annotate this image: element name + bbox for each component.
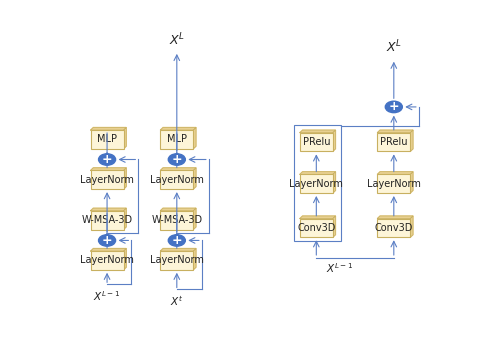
Circle shape	[168, 154, 186, 165]
Polygon shape	[90, 248, 126, 251]
Polygon shape	[333, 172, 336, 193]
Text: LayerNorm: LayerNorm	[150, 175, 204, 185]
Text: LayerNorm: LayerNorm	[80, 175, 134, 185]
Polygon shape	[378, 172, 413, 174]
Polygon shape	[160, 168, 196, 170]
Text: $X^t$: $X^t$	[170, 294, 183, 308]
Polygon shape	[90, 208, 126, 211]
Text: PRelu: PRelu	[302, 137, 330, 147]
Text: $X^L$: $X^L$	[168, 31, 185, 48]
FancyBboxPatch shape	[160, 170, 194, 189]
FancyBboxPatch shape	[90, 211, 124, 230]
Text: PRelu: PRelu	[380, 137, 407, 147]
Text: LayerNorm: LayerNorm	[367, 179, 421, 189]
Polygon shape	[410, 216, 413, 237]
Polygon shape	[333, 130, 336, 151]
Polygon shape	[194, 248, 196, 270]
Text: MLP: MLP	[167, 135, 187, 144]
Text: Conv3D: Conv3D	[297, 223, 336, 233]
Text: +: +	[102, 153, 113, 166]
FancyBboxPatch shape	[90, 130, 124, 149]
FancyBboxPatch shape	[90, 251, 124, 270]
Polygon shape	[300, 130, 336, 133]
FancyBboxPatch shape	[300, 219, 333, 237]
FancyBboxPatch shape	[378, 133, 410, 151]
Text: +: +	[388, 100, 399, 114]
FancyBboxPatch shape	[300, 174, 333, 193]
Polygon shape	[124, 127, 126, 149]
Polygon shape	[194, 208, 196, 230]
Circle shape	[168, 235, 186, 246]
Text: $X^{L-1}$: $X^{L-1}$	[326, 261, 353, 275]
FancyBboxPatch shape	[160, 130, 194, 149]
Circle shape	[386, 101, 402, 113]
Polygon shape	[378, 216, 413, 219]
Text: +: +	[102, 234, 113, 247]
Circle shape	[98, 235, 116, 246]
Polygon shape	[410, 130, 413, 151]
FancyBboxPatch shape	[90, 170, 124, 189]
Text: MLP: MLP	[97, 135, 117, 144]
Text: +: +	[172, 153, 182, 166]
FancyBboxPatch shape	[378, 174, 410, 193]
Text: Conv3D: Conv3D	[374, 223, 413, 233]
Text: LayerNorm: LayerNorm	[290, 179, 343, 189]
Polygon shape	[194, 127, 196, 149]
Polygon shape	[378, 130, 413, 133]
Polygon shape	[300, 216, 336, 219]
Polygon shape	[160, 208, 196, 211]
Polygon shape	[300, 172, 336, 174]
FancyBboxPatch shape	[378, 219, 410, 237]
Polygon shape	[124, 168, 126, 189]
Text: LayerNorm: LayerNorm	[80, 256, 134, 265]
Text: $X^{L-1}$: $X^{L-1}$	[94, 289, 120, 303]
Text: W-MSA-3D: W-MSA-3D	[151, 215, 203, 225]
FancyBboxPatch shape	[160, 211, 194, 230]
Bar	[294, 125, 342, 241]
Circle shape	[98, 154, 116, 165]
Text: $X^L$: $X^L$	[386, 39, 402, 56]
Polygon shape	[124, 248, 126, 270]
Polygon shape	[410, 172, 413, 193]
FancyBboxPatch shape	[160, 251, 194, 270]
Polygon shape	[160, 127, 196, 130]
Polygon shape	[90, 168, 126, 170]
FancyBboxPatch shape	[300, 133, 333, 151]
Polygon shape	[90, 127, 126, 130]
Text: LayerNorm: LayerNorm	[150, 256, 204, 265]
Polygon shape	[160, 248, 196, 251]
Text: +: +	[172, 234, 182, 247]
Polygon shape	[124, 208, 126, 230]
Polygon shape	[194, 168, 196, 189]
Text: W-MSA-3D: W-MSA-3D	[82, 215, 132, 225]
Polygon shape	[333, 216, 336, 237]
